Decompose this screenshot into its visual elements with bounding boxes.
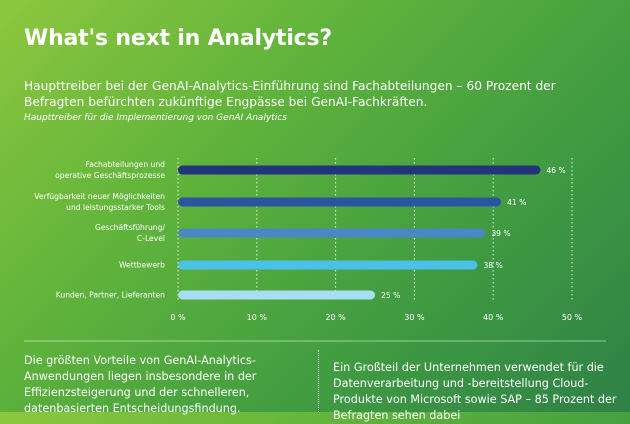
bar — [178, 228, 486, 238]
bar-value-label: 38 % — [483, 261, 502, 270]
bar-value-label: 46 % — [546, 166, 565, 175]
bar-value-label: 25 % — [381, 291, 400, 300]
category-label: Geschäftsführung/C-Level — [95, 223, 165, 243]
category-label: Wettbewerb — [119, 261, 165, 270]
bar-chart: Fachabteilungen und operative Geschäftspr… — [34, 158, 583, 322]
value-labels: 46 % 41 % 39 % 38 % 25 % — [381, 166, 566, 300]
x-tick-label: 0 % — [170, 313, 186, 322]
footer-right-text: Ein Großteil der Unternehmen verwendet f… — [333, 361, 617, 422]
bar — [178, 197, 502, 207]
x-tick-label: 30 % — [404, 313, 425, 322]
bar-value-label: 41 % — [507, 198, 526, 207]
x-tick-label: 20 % — [325, 313, 346, 322]
category-label: Fachabteilungen und operative Geschäftspr… — [55, 160, 165, 180]
chart-caption: Haupttreiber für die Implementierung von… — [24, 113, 287, 123]
bar — [178, 290, 375, 300]
bar-value-label: 39 % — [491, 229, 510, 238]
section-divider — [24, 340, 606, 342]
x-tick-label: 50 % — [562, 313, 583, 322]
footer-separator — [318, 350, 319, 412]
category-label: Kunden, Partner, Lieferanten — [56, 291, 165, 300]
x-tick-label: 10 % — [247, 313, 268, 322]
footer-left-text: Die größten Vorteile von GenAI-Analytics… — [24, 354, 257, 415]
page-subtitle: Haupttreiber bei der GenAI-Analytics-Ein… — [24, 79, 556, 109]
bars — [178, 165, 541, 300]
bar — [178, 260, 478, 270]
category-labels: Fachabteilungen und operative Geschäftspr… — [34, 160, 165, 300]
page-title: What's next in Analytics? — [24, 26, 332, 51]
x-axis-ticks: 0 % 10 % 20 % 30 % 40 % 50 % — [170, 313, 582, 322]
category-label: Verfügbarkeit neuer Möglichkeiten und lei… — [34, 192, 165, 212]
x-tick-label: 40 % — [483, 313, 504, 322]
bar — [178, 165, 541, 175]
